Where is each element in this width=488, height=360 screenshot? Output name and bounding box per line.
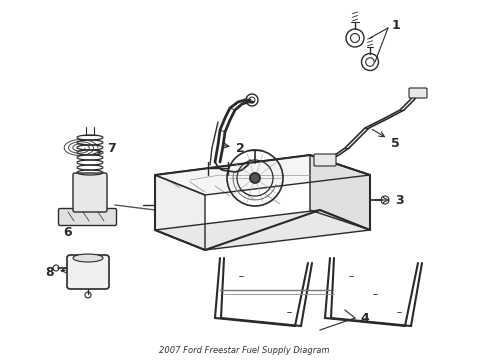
FancyBboxPatch shape	[59, 208, 116, 225]
FancyBboxPatch shape	[67, 255, 109, 289]
Text: 8: 8	[45, 266, 66, 279]
FancyBboxPatch shape	[313, 154, 335, 166]
Polygon shape	[155, 175, 204, 250]
Text: 2007 Ford Freestar Fuel Supply Diagram: 2007 Ford Freestar Fuel Supply Diagram	[159, 346, 328, 355]
Text: 1: 1	[391, 18, 400, 32]
FancyBboxPatch shape	[73, 173, 107, 212]
Text: 4: 4	[359, 311, 368, 324]
Text: 7: 7	[92, 141, 116, 156]
Polygon shape	[155, 210, 369, 250]
FancyBboxPatch shape	[408, 88, 426, 98]
Text: 3: 3	[374, 194, 403, 207]
Circle shape	[249, 173, 260, 183]
Polygon shape	[155, 155, 369, 195]
Text: 2: 2	[223, 141, 244, 154]
Ellipse shape	[73, 254, 103, 262]
Polygon shape	[309, 155, 369, 230]
Text: 5: 5	[372, 130, 399, 149]
Text: 6: 6	[63, 219, 74, 239]
